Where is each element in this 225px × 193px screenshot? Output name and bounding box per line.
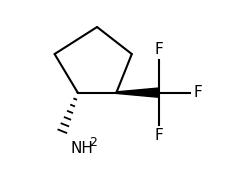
Text: F: F [154, 42, 163, 57]
Polygon shape [116, 88, 159, 97]
Text: NH: NH [70, 141, 93, 156]
Text: F: F [194, 85, 202, 100]
Text: 2: 2 [89, 136, 97, 149]
Text: F: F [154, 128, 163, 143]
